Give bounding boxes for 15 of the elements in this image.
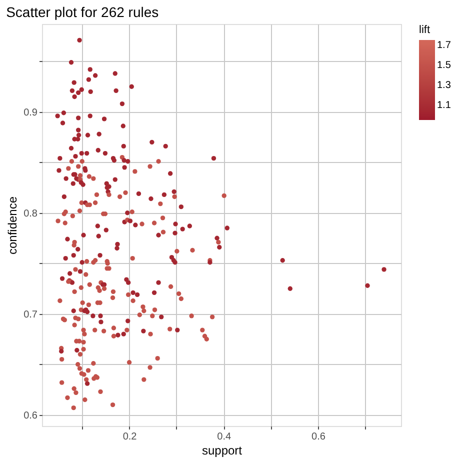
color-bar-label: 1.7 [437,40,452,51]
x-tick-label: 0.6 [312,432,326,442]
color-bar-label: 1.1 [437,100,452,111]
x-axis-title: support [202,444,243,458]
y-tick-label: 0.8 [24,208,38,220]
y-axis-title: confidence [6,196,20,255]
y-tick-label: 0.6 [24,410,38,422]
x-tick-label: 0.2 [122,432,138,442]
color-bar-label: 1.3 [437,80,452,91]
y-tick-label: 0.9 [24,107,38,118]
chart-title: Scatter plot for 262 rules [6,4,159,20]
legend-title: lift [419,24,430,36]
color-bar-label: 1.5 [437,60,452,71]
x-tick-label: 0.4 [217,432,232,442]
y-tick-label: 0.7 [24,309,38,320]
